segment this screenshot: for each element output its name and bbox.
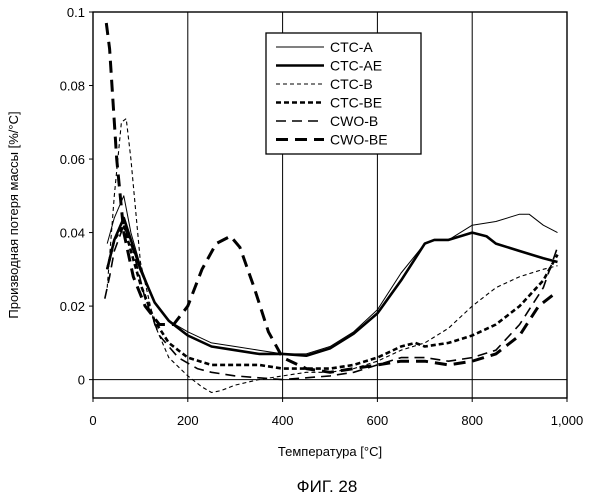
- x-tick-label: 400: [272, 413, 294, 428]
- figure-caption: ФИГ. 28: [297, 477, 358, 496]
- legend-label: CWO-B: [330, 113, 378, 129]
- x-tick-label: 0: [89, 413, 96, 428]
- series-line-ctc-ae: [107, 218, 557, 356]
- x-tick-label: 200: [177, 413, 199, 428]
- legend-label: CTC-AE: [330, 58, 382, 74]
- x-tick-label: 1,000: [551, 413, 584, 428]
- series-line-cwo-b: [105, 225, 558, 379]
- y-tick-label: 0.02: [60, 299, 85, 314]
- legend-label: CTC-BE: [330, 95, 382, 111]
- series-line-ctc-b: [107, 119, 557, 393]
- x-axis: 0 200 400 600 800 1,000: [89, 398, 583, 428]
- series-line-ctc-a: [107, 196, 557, 354]
- legend-label: CWO-BE: [330, 132, 388, 148]
- legend-label: CTC-B: [330, 76, 373, 92]
- x-axis-title: Температура [°C]: [278, 444, 382, 459]
- legend: CTC-A CTC-AE CTC-B CTC-BE CWO-B CWO-BE: [266, 33, 421, 154]
- y-axis: 0 0.02 0.04 0.06 0.08 0.1: [60, 5, 93, 388]
- x-tick-label: 600: [367, 413, 389, 428]
- y-tick-label: 0.06: [60, 152, 85, 167]
- legend-label: CTC-A: [330, 39, 373, 55]
- y-tick-label: 0: [78, 373, 85, 388]
- x-tick-label: 800: [461, 413, 483, 428]
- y-tick-label: 0.08: [60, 79, 85, 94]
- y-tick-label: 0.04: [60, 226, 85, 241]
- y-tick-label: 0.1: [67, 5, 85, 20]
- y-axis-title: Производная потеря массы [%/°C]: [6, 111, 21, 318]
